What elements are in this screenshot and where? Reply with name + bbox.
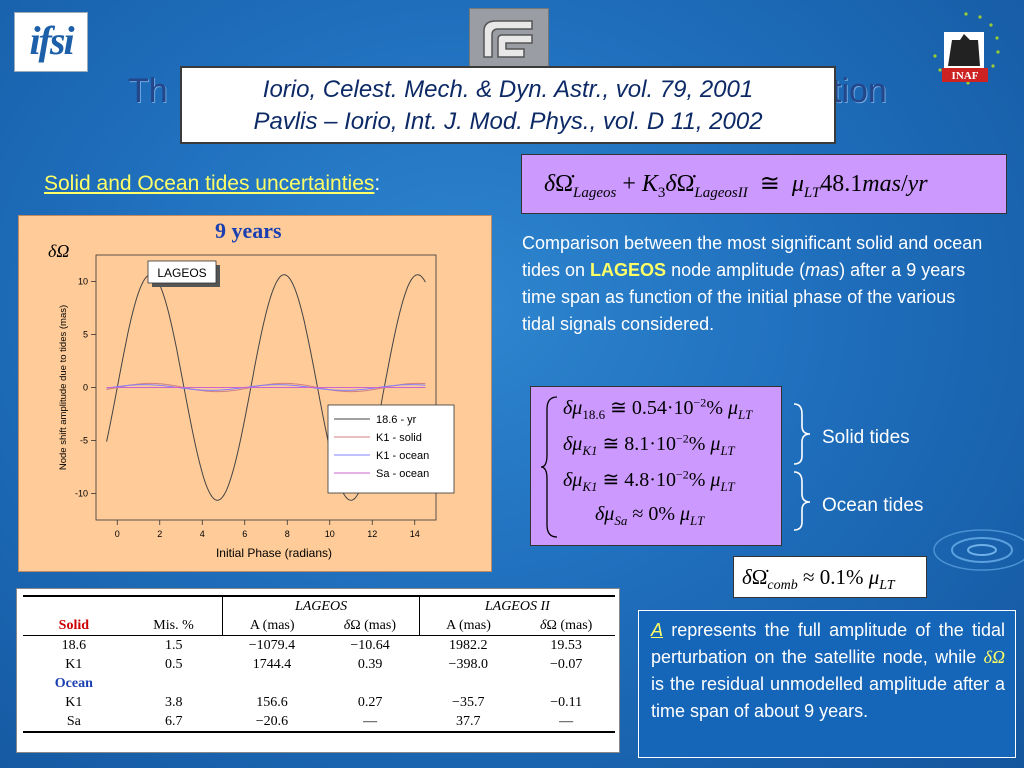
series-line-2 <box>106 384 426 391</box>
inset-label-box <box>147 260 217 284</box>
legend-entry: K1 - ocean <box>376 450 429 462</box>
y-axis-symbol: δΩ <box>48 241 69 261</box>
right-braces-icon <box>793 403 811 531</box>
left-brace-icon <box>540 396 558 538</box>
legend-box <box>327 404 455 494</box>
y-tick-label: 0 <box>83 383 88 393</box>
section-heading-text: Solid and Ocean tides uncertainties <box>44 172 375 195</box>
ifsi-logo: ifsi <box>14 12 88 72</box>
x-tick-label: 0 <box>115 529 120 539</box>
table-row: K1 0.5 1744.4 0.39 −398.0 −0.07 <box>65 656 583 672</box>
tide-eq-k1-solid: δμK1 ≅ 8.1·10−2% μLT <box>563 431 735 458</box>
y-tick-label: 10 <box>78 277 88 287</box>
y-axis-label: Node shift amplitude due to tides (mas) <box>58 305 69 470</box>
ocean-tides-label: Ocean tides <box>822 495 924 516</box>
reference-box: Iorio, Celest. Mech. & Dyn. Astr., vol. … <box>180 66 836 144</box>
title-left-fragment: Th <box>128 72 168 110</box>
title-right-fragment: tion <box>832 72 887 110</box>
combined-formula-box: δΩ̇comb ≈ 0.1% μLT <box>733 556 927 598</box>
x-tick-label: 10 <box>325 529 335 539</box>
inaf-logo-text: INAF <box>952 70 979 82</box>
amplitude-explanation-box: A represents the full amplitude of the t… <box>638 610 1016 758</box>
table-row: K1 3.8 156.6 0.27 −35.7 −0.11 <box>65 694 583 710</box>
reference-line-2: Pavlis – Iorio, Int. J. Mod. Phys., vol.… <box>253 108 763 135</box>
y-tick-label: 5 <box>83 330 88 340</box>
inaf-logo: INAF <box>930 10 1002 88</box>
chart-panel <box>18 215 492 572</box>
x-tick-label: 4 <box>200 529 205 539</box>
table-col-a2: A (mas) <box>418 616 518 636</box>
tide-eq-sa-ocean: δμSa ≈ 0% μLT <box>595 503 705 528</box>
x-tick-label: 8 <box>285 529 290 539</box>
x-axis-label: Initial Phase (radians) <box>216 546 332 560</box>
y-tick-label: -5 <box>80 436 88 446</box>
solid-tides-label: Solid tides <box>822 427 910 448</box>
table-col-a1: A (mas) <box>222 616 322 636</box>
legend-entry: 18.6 - yr <box>376 414 417 426</box>
table-ocean-label: Ocean <box>54 675 93 691</box>
x-tick-label: 12 <box>367 529 377 539</box>
description-text: Comparison between the most significant … <box>522 233 983 334</box>
slide-title: Th tion <box>0 68 1024 120</box>
section-heading: Solid and Ocean tides uncertainties: <box>44 172 381 195</box>
legend-entry: Sa - ocean <box>376 468 429 480</box>
tides-table: LAGEOS LAGEOS II Solid Mis. % A (mas) δΩ… <box>16 588 620 753</box>
table-group-lageos2: LAGEOS II <box>484 598 550 614</box>
table-solid-label: Solid <box>23 616 125 636</box>
tide-chart: 0 2 4 6 8 10 12 14 10 5 0 -5 -10 Initial Phase (radia… <box>48 241 455 560</box>
main-formula-box: δΩ̇Lageos + K3δΩ̇LageosII ≅ μLT48.1mas/y… <box>521 154 1007 214</box>
x-tick-label: 2 <box>157 529 162 539</box>
tides-equations-box: δμ18.6 ≅ 0.54·10−2% μLT δμK1 ≅ 8.1·10−2%… <box>530 386 782 546</box>
tide-eq-k1-ocean: δμK1 ≅ 4.8·10−2% μLT <box>563 467 735 494</box>
table-group-lageos: LAGEOS <box>294 598 348 614</box>
water-ripple-decoration <box>933 529 1024 571</box>
inset-label: LAGEOS <box>157 266 206 280</box>
tide-eq-18-6: δμ18.6 ≅ 0.54·10−2% μLT <box>563 395 753 422</box>
table-row: 18.6 1.5 −1079.4 −10.64 1982.2 19.53 <box>61 637 582 653</box>
table-col-mis: Mis. % <box>124 616 223 636</box>
y-tick-label: -10 <box>75 489 88 499</box>
reference-line-1: Iorio, Celest. Mech. & Dyn. Astr., vol. … <box>262 76 754 103</box>
x-tick-label: 14 <box>410 529 420 539</box>
legend-entry: K1 - solid <box>376 432 422 444</box>
chart-title: 9 years <box>215 218 282 243</box>
x-tick-label: 6 <box>242 529 247 539</box>
table-row: Sa 6.7 −20.6— 37.7— <box>23 712 615 733</box>
cnr-logo <box>469 8 549 72</box>
